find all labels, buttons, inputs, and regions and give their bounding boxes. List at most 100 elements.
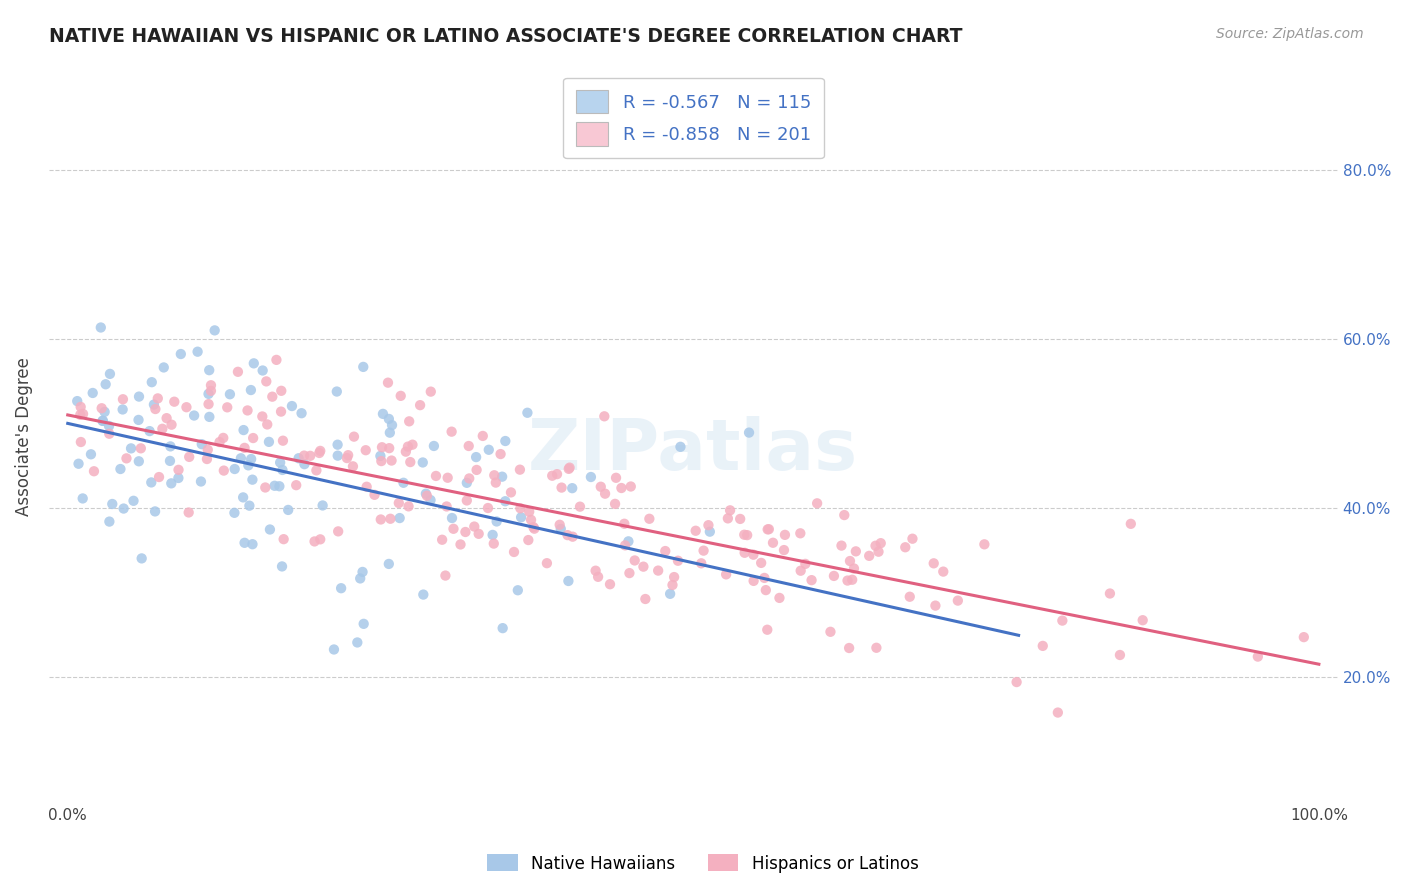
Point — [454, 524, 477, 539]
Point — [128, 390, 150, 404]
Point — [789, 526, 811, 541]
Point — [122, 493, 145, 508]
Point — [423, 439, 446, 453]
Point — [773, 528, 796, 542]
Point — [82, 386, 104, 401]
Point — [252, 409, 274, 424]
Point — [789, 564, 811, 578]
Point — [820, 624, 842, 639]
Point — [1052, 614, 1074, 628]
Point — [593, 486, 616, 500]
Point — [352, 565, 374, 579]
Point — [281, 399, 304, 413]
Point — [898, 590, 921, 604]
Point — [894, 541, 917, 555]
Point — [177, 506, 200, 520]
Point — [299, 449, 322, 463]
Point — [440, 511, 463, 525]
Point — [550, 481, 572, 495]
Point — [336, 451, 359, 466]
Point — [946, 593, 969, 607]
Point — [167, 471, 190, 485]
Point — [619, 566, 641, 580]
Point — [1098, 586, 1121, 600]
Point — [311, 499, 333, 513]
Point — [354, 443, 377, 458]
Point — [1119, 516, 1142, 531]
Point — [839, 554, 862, 568]
Point — [589, 480, 612, 494]
Point — [323, 642, 346, 657]
Point — [714, 567, 737, 582]
Point — [270, 404, 292, 418]
Point — [229, 451, 252, 466]
Point — [436, 500, 458, 514]
Point — [66, 394, 89, 409]
Point — [1132, 613, 1154, 627]
Point — [200, 378, 222, 392]
Point — [285, 478, 308, 492]
Point — [167, 463, 190, 477]
Point — [308, 446, 330, 460]
Point — [557, 528, 579, 542]
Point — [901, 532, 924, 546]
Point — [239, 383, 262, 397]
Point — [738, 425, 761, 440]
Point — [388, 496, 411, 510]
Point — [412, 455, 434, 469]
Point — [430, 533, 453, 547]
Point — [190, 475, 212, 489]
Point — [773, 543, 796, 558]
Point — [370, 512, 392, 526]
Point — [160, 476, 183, 491]
Point — [212, 464, 235, 478]
Point — [697, 518, 720, 533]
Point — [794, 557, 817, 571]
Point — [305, 463, 328, 477]
Point — [309, 533, 332, 547]
Point — [254, 375, 277, 389]
Point — [309, 443, 332, 458]
Point — [768, 591, 790, 605]
Point — [98, 426, 121, 441]
Point — [226, 365, 249, 379]
Point — [734, 546, 756, 560]
Point — [548, 517, 571, 532]
Text: Source: ZipAtlas.com: Source: ZipAtlas.com — [1216, 27, 1364, 41]
Point — [494, 494, 516, 508]
Point — [252, 363, 274, 377]
Point — [238, 458, 260, 473]
Point — [830, 539, 852, 553]
Point — [516, 406, 538, 420]
Point — [465, 450, 488, 464]
Point — [756, 522, 779, 536]
Point — [838, 640, 860, 655]
Point — [491, 469, 513, 483]
Point — [586, 570, 609, 584]
Point — [93, 405, 115, 419]
Point — [396, 440, 419, 454]
Point — [392, 475, 415, 490]
Point — [183, 409, 205, 423]
Point — [152, 360, 174, 375]
Point — [485, 515, 508, 529]
Point — [388, 511, 411, 525]
Point — [699, 524, 721, 539]
Point — [499, 485, 522, 500]
Point — [471, 429, 494, 443]
Point — [242, 431, 264, 445]
Point — [257, 434, 280, 449]
Point — [458, 471, 481, 485]
Point — [326, 449, 349, 463]
Point — [90, 320, 112, 334]
Point — [176, 401, 198, 415]
Point — [70, 435, 93, 450]
Point — [634, 592, 657, 607]
Point — [380, 512, 402, 526]
Point — [1005, 675, 1028, 690]
Point — [170, 347, 193, 361]
Point — [868, 545, 890, 559]
Point — [233, 441, 256, 455]
Point — [259, 523, 281, 537]
Point — [112, 501, 135, 516]
